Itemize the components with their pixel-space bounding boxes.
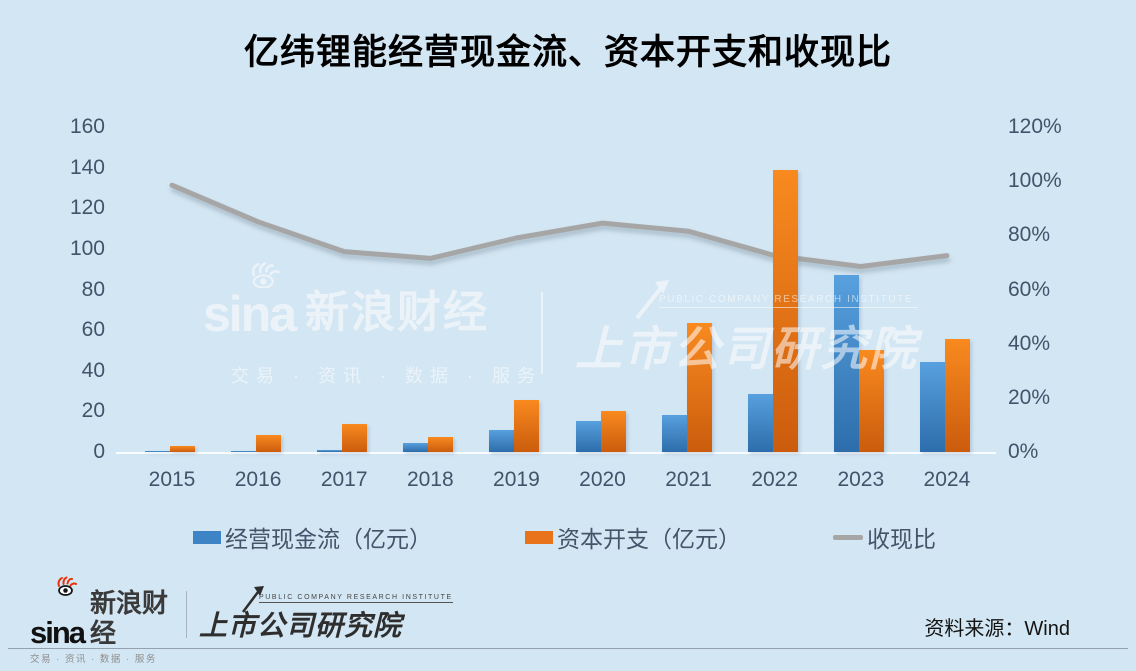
data-source-text: 资料来源：Wind — [924, 618, 1070, 640]
legend-label: 收现比 — [867, 526, 936, 552]
footer-pcri-logo: PUBLIC COMPANY RESEARCH INSTITUTE 上市公司研究… — [199, 586, 453, 644]
bar-capex-2018 — [428, 437, 454, 452]
bar-capex-2024 — [944, 339, 970, 452]
x-axis-label-2023: 2023 — [837, 468, 885, 491]
x-axis-label-2022: 2022 — [751, 468, 799, 491]
right-axis-tick-120%: 120% — [1008, 115, 1062, 138]
bar-cash-flow-2023 — [833, 275, 859, 452]
right-axis-tick-40%: 40% — [1008, 331, 1051, 355]
footer-logo-divider — [186, 591, 187, 638]
legend-item-cash-ratio: 收现比 — [833, 520, 936, 554]
bar-cash-flow-2021 — [661, 414, 687, 452]
bar-capex-2023 — [858, 350, 884, 452]
legend-swatch-line — [833, 534, 863, 540]
legend-swatch-orange — [525, 530, 553, 544]
footer-divider-line — [8, 648, 1128, 649]
bar-capex-2015 — [170, 445, 195, 452]
left-axis-tick-160: 160 — [69, 115, 105, 138]
footer-sina-logo: sina 新浪财经 交易 · 资讯 · 数据 · 服务 — [30, 576, 175, 665]
x-axis-label-2019: 2019 — [493, 468, 540, 491]
legend-item-capex: 资本开支（亿元） — [525, 520, 741, 554]
bar-cash-flow-2020 — [575, 421, 601, 452]
x-axis-label-2015: 2015 — [148, 468, 196, 491]
left-axis-tick-40: 40 — [81, 358, 105, 382]
x-axis-label-2016: 2016 — [234, 468, 282, 491]
left-axis-tick-20: 20 — [81, 399, 105, 423]
right-axis-tick-0%: 0% — [1008, 440, 1039, 463]
bar-capex-2021 — [686, 323, 712, 452]
right-axis-tick-100%: 100% — [1008, 169, 1062, 193]
x-axis-label-2021: 2021 — [665, 468, 712, 491]
legend-item-operating-cash-flow: 经营现金流（亿元） — [193, 520, 432, 554]
pcri-english-text: PUBLIC COMPANY RESEARCH INSTITUTE — [259, 594, 453, 603]
bar-cash-flow-2018 — [403, 443, 429, 452]
bar-capex-2020 — [600, 410, 626, 452]
x-axis-label-2024: 2024 — [923, 468, 971, 491]
sina-slogan-text: 交易 · 资讯 · 数据 · 服务 — [30, 654, 157, 665]
x-axis-label-2020: 2020 — [579, 468, 626, 491]
bar-capex-2016 — [256, 434, 282, 452]
chart-title: 亿纬锂能经营现金流、资本开支和收现比 — [243, 33, 892, 72]
pcri-chinese-text: 上市公司研究院 — [199, 610, 403, 641]
bar-cash-flow-2017 — [317, 449, 343, 452]
bar-capex-2022 — [772, 170, 798, 452]
right-axis-tick-20%: 20% — [1008, 385, 1051, 409]
bar-capex-2017 — [342, 423, 368, 452]
bar-cash-flow-2016 — [231, 450, 257, 452]
x-axis-label-2018: 2018 — [406, 468, 454, 491]
bar-cash-flow-2024 — [919, 361, 945, 452]
left-axis-tick-80: 80 — [81, 277, 105, 301]
left-axis-tick-0: 0 — [93, 440, 105, 463]
x-axis-label-2017: 2017 — [320, 468, 368, 491]
sina-eye-icon — [57, 576, 77, 596]
pcri-arrow-icon — [242, 586, 264, 613]
sina-wordmark: sina — [30, 615, 86, 650]
sina-finance-text: 新浪财经 — [90, 588, 169, 648]
bar-cash-flow-2022 — [747, 394, 773, 452]
legend-label: 经营现金流（亿元） — [225, 526, 432, 552]
right-axis-tick-60%: 60% — [1008, 277, 1051, 301]
legend-label: 资本开支（亿元） — [557, 526, 741, 552]
bar-capex-2019 — [514, 400, 540, 452]
legend-swatch-blue — [193, 530, 221, 544]
x-axis-line — [116, 452, 996, 454]
left-axis-tick-60: 60 — [81, 318, 105, 342]
legend: 经营现金流（亿元） 资本开支（亿元） 收现比 — [0, 520, 1136, 556]
left-axis-tick-140: 140 — [69, 155, 105, 179]
right-axis-tick-80%: 80% — [1008, 223, 1051, 247]
bar-cash-flow-2015 — [145, 450, 170, 452]
bar-cash-flow-2019 — [489, 430, 515, 452]
left-axis-tick-120: 120 — [69, 196, 105, 220]
left-axis-tick-100: 100 — [69, 236, 105, 260]
